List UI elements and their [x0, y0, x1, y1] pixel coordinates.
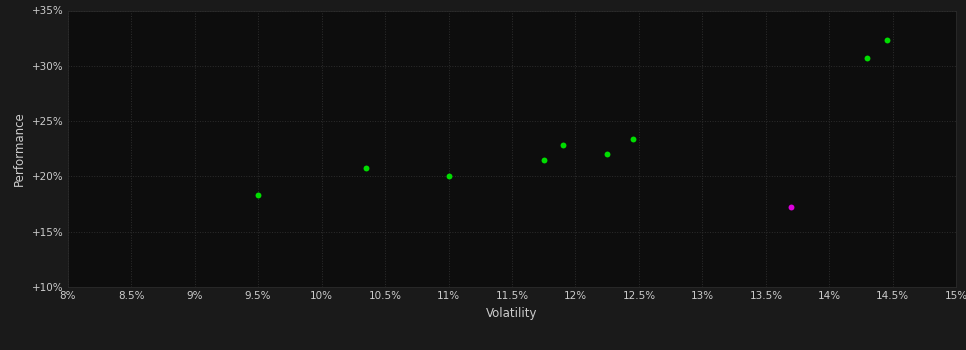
- Point: [600, 152, 615, 157]
- Point: [536, 157, 552, 163]
- Point: [358, 165, 374, 170]
- Point: [250, 193, 266, 198]
- Point: [625, 136, 640, 142]
- Point: [783, 204, 799, 210]
- Point: [860, 55, 875, 61]
- Point: [879, 37, 895, 43]
- Point: [440, 174, 456, 179]
- Point: [555, 143, 571, 148]
- Y-axis label: Performance: Performance: [14, 111, 26, 186]
- X-axis label: Volatility: Volatility: [486, 307, 538, 320]
